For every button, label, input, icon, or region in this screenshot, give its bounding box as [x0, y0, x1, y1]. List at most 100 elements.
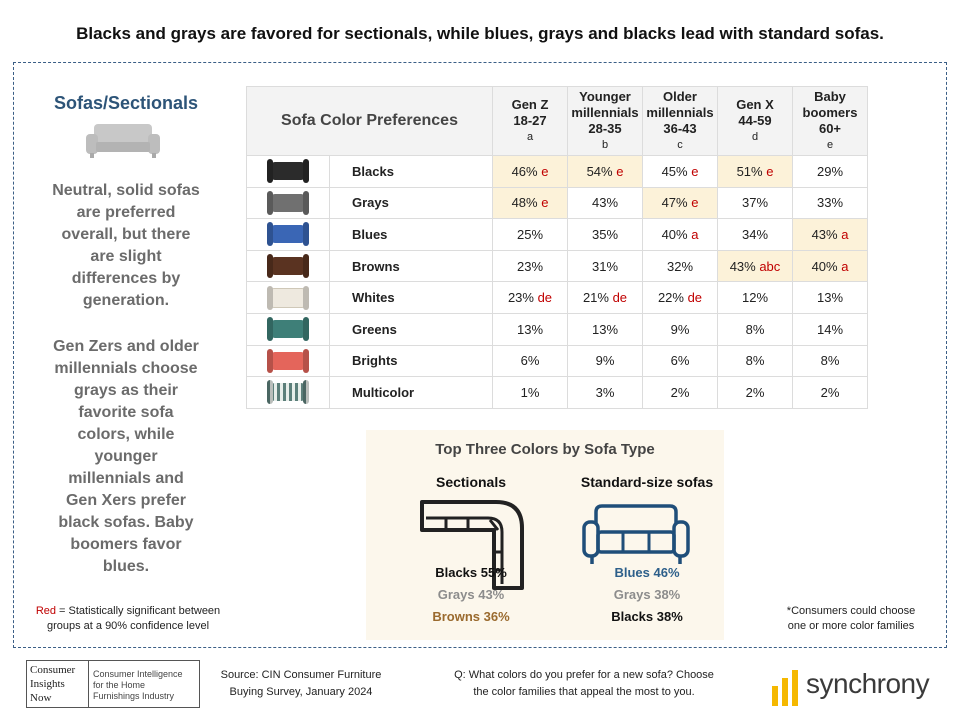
- value-cell: 13%: [492, 312, 568, 346]
- left-paragraph-2: Gen Zers and older millennials choose gray…: [36, 336, 216, 578]
- sectionals-heading: Sectionals: [435, 474, 507, 490]
- left-paragraph-1-line: Neutral, solid sofas: [52, 182, 200, 199]
- cell-value: 48%: [511, 195, 538, 211]
- cell-value: 40%: [811, 258, 838, 274]
- cin-word-2: Insights: [30, 678, 65, 690]
- left-paragraph-2-line: millennials choose: [54, 360, 198, 377]
- cell-value: 29%: [816, 163, 844, 179]
- top-three-panel: Top Three Colors by Sofa Type Sectionals…: [366, 430, 724, 640]
- value-cell: 37%: [717, 186, 793, 220]
- value-cell: 2%: [717, 376, 793, 409]
- top-color-item: Blacks 55%: [435, 565, 507, 580]
- significance-letters: a: [837, 226, 849, 242]
- note-line-1: = Statistically significant between: [56, 605, 221, 617]
- value-cell: 32%: [642, 249, 718, 283]
- cell-value: 14%: [816, 321, 844, 337]
- left-paragraph-2-line: colors, while: [77, 426, 175, 443]
- left-paragraph-1-line: are preferred: [76, 204, 176, 221]
- table-row: Greens 13% 13% 9% 8% 14%: [246, 312, 868, 346]
- value-cell: 47% e: [642, 186, 718, 220]
- value-cell: 43% a: [792, 218, 868, 251]
- cell-value: 25%: [516, 226, 544, 242]
- value-cell: 40% a: [792, 249, 868, 283]
- significance-letters: de: [608, 290, 628, 306]
- color-swatch-cell: [246, 312, 330, 346]
- value-cell: 34%: [717, 218, 793, 251]
- left-paragraph-2-line: black sofas. Baby: [58, 514, 194, 531]
- significance-letters: de: [683, 290, 703, 306]
- value-cell: 1%: [492, 376, 568, 409]
- cell-value: 22%: [657, 290, 684, 306]
- value-cell: 22% de: [642, 281, 718, 314]
- column-letter: d: [751, 131, 759, 143]
- significance-letters: e: [762, 163, 774, 179]
- cell-value: 2%: [745, 384, 765, 400]
- column-letter: e: [826, 139, 834, 151]
- value-cell: 29%: [792, 155, 868, 188]
- significance-letters: e: [537, 195, 549, 211]
- top-three-title: Top Three Colors by Sofa Type: [435, 441, 655, 458]
- table-row: Brights 6% 9% 6% 8% 8%: [246, 344, 868, 378]
- value-cell: 3%: [567, 376, 643, 409]
- cin-word-3: Now: [30, 692, 52, 704]
- value-cell: 8%: [792, 344, 868, 378]
- sofa-icon: [86, 124, 160, 158]
- color-swatch-cell: [246, 186, 330, 220]
- cell-value: 12%: [741, 290, 769, 306]
- top-color-item: Blues 46%: [614, 565, 680, 580]
- value-cell: 6%: [492, 344, 568, 378]
- cell-value: 33%: [816, 195, 844, 211]
- left-paragraph-2-line: grays as their: [73, 382, 179, 399]
- cell-value: 6%: [670, 353, 690, 369]
- value-cell: 31%: [567, 249, 643, 283]
- left-paragraph-2-line: younger: [94, 448, 158, 465]
- cell-value: 9%: [595, 353, 615, 369]
- significance-letters: e: [687, 163, 699, 179]
- cell-value: 43%: [729, 258, 756, 274]
- column-header-line: Baby: [814, 89, 846, 104]
- top-color-item: Grays 38%: [613, 587, 681, 602]
- value-cell: 8%: [717, 344, 793, 378]
- row-label: Multicolor: [329, 376, 493, 409]
- cell-value: 8%: [745, 321, 765, 337]
- left-paragraph-2-line: favorite sofa: [78, 404, 174, 421]
- cell-value: 2%: [820, 384, 840, 400]
- left-paragraph-1: Neutral, solid sofas are preferred overall…: [36, 180, 216, 312]
- standard-sofa-icon: [582, 504, 690, 564]
- sofa-swatch-icon: [271, 351, 305, 370]
- standard-sofas-heading: Standard-size sofas: [580, 474, 714, 490]
- value-cell: 23% de: [492, 281, 568, 314]
- left-paragraph-1-line: generation.: [82, 292, 170, 309]
- significance-letters: a: [837, 258, 849, 274]
- table-row: Browns 23% 31% 32% 43% abc 40% a: [246, 249, 868, 283]
- left-panel-title: Sofas/Sectionals: [53, 93, 199, 113]
- color-swatch-cell: [246, 218, 330, 251]
- color-swatch-cell: [246, 344, 330, 378]
- value-cell: 33%: [792, 186, 868, 220]
- column-header: Baby boomers 60+ e: [792, 86, 868, 156]
- color-swatch-cell: [246, 281, 330, 314]
- row-label: Browns: [329, 249, 493, 283]
- cell-value: 35%: [591, 226, 619, 242]
- color-preference-table: Sofa Color Preferences Gen Z 18-27 a Younge…: [246, 86, 868, 409]
- row-label: Greens: [329, 312, 493, 346]
- source-line-1: Source: CIN Consumer Furniture: [220, 669, 382, 681]
- footnote-line-2: one or more color families: [787, 620, 915, 632]
- left-paragraph-2-line: millennials and: [68, 470, 184, 487]
- value-cell: 43%: [567, 186, 643, 220]
- cell-value: 1%: [520, 384, 540, 400]
- question-line-2: the color families that appeal the most …: [473, 686, 695, 698]
- value-cell: 13%: [567, 312, 643, 346]
- cell-value: 13%: [816, 290, 844, 306]
- sofa-swatch-icon: [271, 320, 305, 339]
- note-line-2: groups at a 90% confidence level: [46, 620, 210, 632]
- value-cell: 46% e: [492, 155, 568, 188]
- sofa-swatch-icon: [270, 287, 306, 308]
- row-label: Brights: [329, 344, 493, 378]
- cin-tagline-2: for the Home: [93, 680, 146, 690]
- cell-value: 37%: [741, 195, 769, 211]
- cin-tagline: Consumer Intelligence for the Home Furni…: [93, 669, 199, 702]
- column-header-line: 44-59: [738, 113, 772, 128]
- footnote: *Consumers could choose one or more colo…: [766, 604, 936, 634]
